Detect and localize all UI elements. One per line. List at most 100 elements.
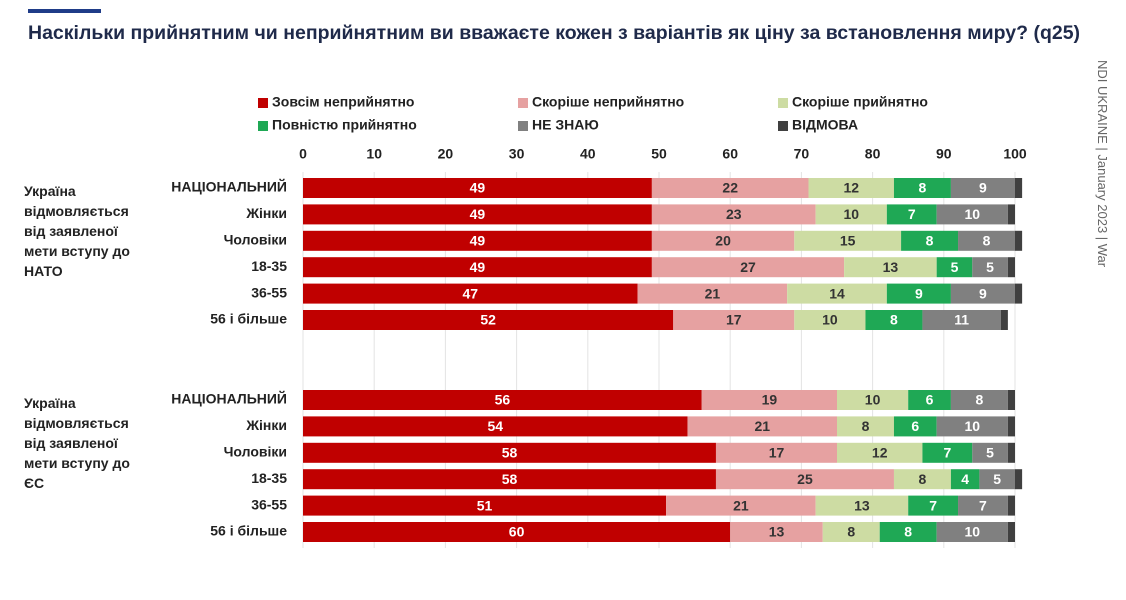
value-label: 12 — [843, 180, 859, 196]
legend-label: Скоріше прийнятно — [792, 94, 928, 110]
value-label: 5 — [993, 471, 1001, 487]
value-label: 10 — [964, 206, 980, 222]
bar-segment — [808, 178, 894, 198]
value-label: 5 — [986, 445, 994, 461]
value-label: 21 — [733, 497, 749, 513]
bar-segment — [837, 442, 923, 463]
value-label: 8 — [904, 524, 912, 540]
legend-swatch — [518, 98, 528, 108]
bar-segment — [303, 442, 716, 463]
category-label: Чоловіки — [224, 444, 287, 460]
value-label: 6 — [926, 392, 934, 408]
value-label: 58 — [502, 471, 518, 487]
value-label: 54 — [487, 418, 503, 434]
value-label: 10 — [964, 524, 980, 540]
bar-segment — [837, 390, 909, 410]
value-label: 25 — [797, 471, 813, 487]
bar-segment — [303, 204, 652, 225]
value-label: 49 — [470, 180, 486, 196]
x-tick-label: 30 — [509, 146, 525, 162]
bar-segment — [1015, 469, 1023, 490]
category-label: 36-55 — [251, 284, 287, 300]
value-label: 6 — [911, 418, 919, 434]
bar-segment — [936, 257, 973, 278]
bar-segment — [865, 310, 923, 330]
bar-segment — [958, 230, 1015, 251]
group-label: Україна відмовляється від заявленої мети… — [24, 183, 130, 279]
bar-segment — [1007, 495, 1015, 516]
bar-segment — [1007, 257, 1015, 278]
value-label: 8 — [983, 233, 991, 249]
legend-swatch — [258, 98, 268, 108]
bar-segment — [950, 469, 980, 490]
bar-segment — [303, 310, 674, 330]
bar-segment — [950, 283, 1015, 304]
value-label: 49 — [470, 206, 486, 222]
value-label: 10 — [865, 392, 881, 408]
x-tick-label: 70 — [794, 146, 810, 162]
value-label: 12 — [872, 445, 888, 461]
value-label: 56 — [495, 392, 511, 408]
legend-swatch — [778, 121, 788, 131]
value-label: 10 — [843, 206, 859, 222]
bar-segment — [794, 310, 866, 330]
bar-segment — [901, 230, 959, 251]
legend-swatch — [778, 98, 788, 108]
bar-segment — [303, 469, 716, 490]
legend-label: НЕ ЗНАЮ — [532, 117, 599, 133]
x-tick-label: 40 — [580, 146, 596, 162]
value-label: 11 — [954, 312, 969, 328]
bar-segment — [303, 390, 702, 410]
value-label: 21 — [754, 418, 770, 434]
bar-segment — [1000, 310, 1008, 330]
category-label: НАЦІОНАЛЬНИЙ — [171, 178, 287, 195]
value-label: 5 — [986, 259, 994, 275]
value-label: 17 — [726, 312, 742, 328]
value-label: 20 — [715, 233, 731, 249]
bar-segment — [972, 257, 1008, 278]
bar-segment — [651, 178, 809, 198]
bar-segment — [815, 204, 887, 225]
bar-segment — [666, 495, 816, 516]
accent-bar — [28, 9, 101, 13]
legend-label: Зовсім неприйнятно — [272, 94, 414, 110]
value-label: 17 — [769, 445, 785, 461]
bar-segment — [950, 390, 1008, 410]
x-tick-label: 60 — [722, 146, 738, 162]
value-label: 7 — [908, 206, 916, 222]
bar-segment — [837, 416, 894, 437]
value-label: 7 — [929, 497, 937, 513]
value-label: 15 — [840, 233, 856, 249]
bar-segment — [908, 390, 951, 410]
value-label: 19 — [762, 392, 778, 408]
value-label: 13 — [883, 259, 899, 275]
bar-segment — [936, 522, 1008, 542]
bar-segment — [908, 495, 959, 516]
value-label: 52 — [480, 312, 496, 328]
value-label: 9 — [915, 285, 923, 301]
bar-segment — [893, 178, 951, 198]
bar-segment — [979, 469, 1015, 490]
value-label: 58 — [502, 445, 518, 461]
bar-segment — [651, 204, 816, 225]
value-label: 9 — [979, 180, 987, 196]
category-label: 56 і більше — [210, 523, 287, 539]
bar-segment — [715, 442, 837, 463]
value-label: 9 — [979, 285, 987, 301]
category-label: 36-55 — [251, 496, 287, 512]
value-label: 8 — [847, 524, 855, 540]
legend-label: ВІДМОВА — [792, 117, 858, 133]
value-label: 47 — [463, 285, 479, 301]
group-label: Україна відмовляється від заявленої мети… — [24, 395, 130, 491]
x-tick-label: 90 — [936, 146, 952, 162]
x-tick-label: 10 — [366, 146, 382, 162]
bar-segment — [972, 442, 1008, 463]
category-label: НАЦІОНАЛЬНИЙ — [171, 390, 287, 407]
category-label: 18-35 — [251, 258, 287, 274]
x-tick-label: 0 — [299, 146, 307, 162]
chart-title: Наскільки прийнятним чи неприйнятним ви … — [28, 22, 1081, 44]
value-label: 60 — [509, 524, 525, 540]
value-label: 8 — [919, 471, 927, 487]
x-tick-label: 50 — [651, 146, 667, 162]
value-label: 13 — [854, 497, 870, 513]
